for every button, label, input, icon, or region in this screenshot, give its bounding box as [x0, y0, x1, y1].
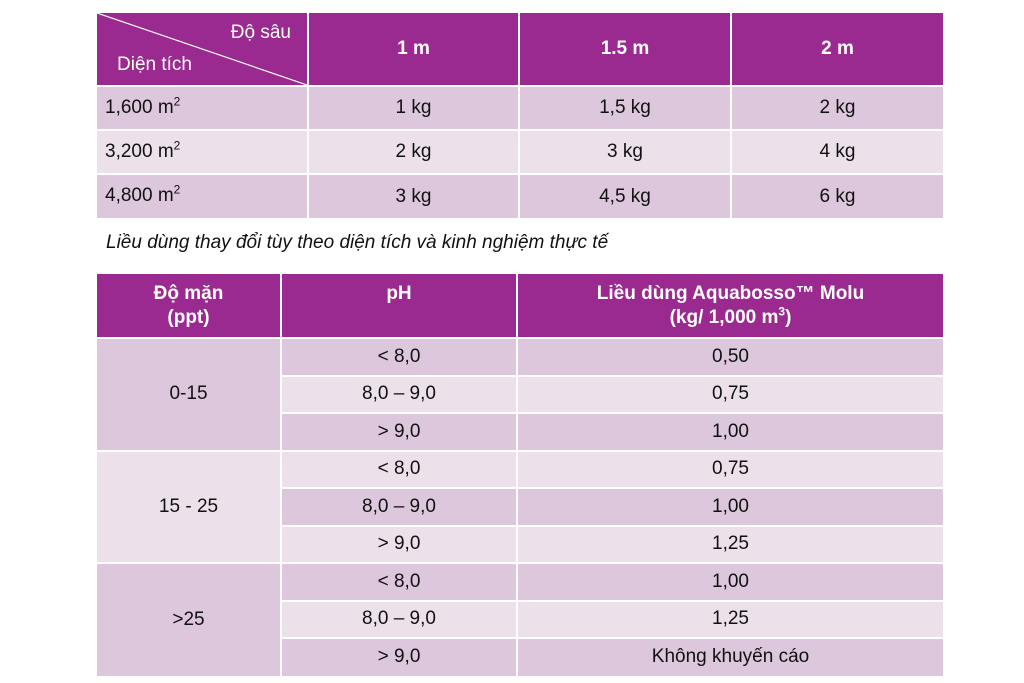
dose-cell: 3 kg — [307, 173, 519, 218]
dose-cell: 1 kg — [307, 85, 519, 130]
dose-cell: 1,00 — [516, 562, 943, 601]
table-row: 3,200 m2 2 kg 3 kg 4 kg — [97, 129, 943, 174]
table-row: 8,0 – 9,0 1,25 — [97, 599, 943, 638]
dose-cell: 1,5 kg — [518, 85, 731, 130]
ph-cell: 8,0 – 9,0 — [280, 487, 517, 526]
dose-header-line2: (kg/ 1,000 m — [669, 306, 779, 328]
dose-cell: 1,00 — [516, 412, 943, 451]
area-cell: 1,600 m2 — [97, 85, 308, 130]
area-value: 4,800 — [105, 185, 153, 206]
dose-cell: 3 kg — [518, 129, 731, 174]
area-header: Diện tích — [117, 54, 192, 75]
diagonal-header-cell: Độ sâu Diện tích — [97, 13, 308, 86]
dosage-note: Liều dùng thay đổi tùy theo diện tích và… — [106, 232, 609, 253]
area-unit: m — [157, 185, 174, 206]
salinity-header-line2: (ppt) — [167, 306, 210, 328]
dose-cell: 0,50 — [516, 337, 943, 376]
dose-cell: 1,25 — [516, 524, 943, 563]
ph-cell: 8,0 – 9,0 — [280, 374, 517, 413]
ph-cell: 8,0 – 9,0 — [280, 599, 517, 638]
table-row: 15 - 25 < 8,0 0,75 — [97, 449, 943, 563]
dose-cell: Không khuyến cáo — [516, 637, 943, 676]
depth-column-header: 2 m — [730, 13, 943, 86]
table-row: > 9,0 1,00 — [97, 412, 943, 451]
area-cell: 4,800 m2 — [97, 173, 308, 218]
area-unit: m — [157, 97, 174, 118]
depth-column-header: 1.5 m — [518, 13, 731, 86]
diagonal-line — [97, 13, 307, 85]
ph-header: pH — [280, 274, 517, 338]
dose-cell: 2 kg — [307, 129, 519, 174]
area-unit-exponent: 2 — [173, 94, 181, 109]
salinity-cell: 0-15 — [97, 337, 281, 451]
salinity-header: Độ mặn (ppt) — [97, 274, 281, 338]
dose-header-close: ) — [785, 306, 792, 328]
ph-cell: > 9,0 — [280, 524, 517, 563]
table-row: 1,600 m2 1 kg 1,5 kg 2 kg — [97, 85, 943, 130]
ph-cell: < 8,0 — [280, 337, 517, 376]
dose-header-line1: Liều dùng Aquabosso™ Molu — [596, 282, 865, 304]
dose-cell: 0,75 — [516, 374, 943, 413]
salinity-cell: >25 — [97, 562, 281, 676]
dose-header: Liều dùng Aquabosso™ Molu (kg/ 1,000 m3) — [516, 274, 943, 338]
dose-cell: 1,00 — [516, 487, 943, 526]
ph-cell: < 8,0 — [280, 449, 517, 488]
table-row: 8,0 – 9,0 1,00 — [97, 487, 943, 526]
area-value: 3,200 — [105, 141, 153, 162]
dose-cell: 2 kg — [730, 85, 943, 130]
area-value: 1,600 — [105, 97, 153, 118]
table1-header-row: Độ sâu Diện tích 1 m 1.5 m 2 m — [97, 13, 943, 86]
ph-cell: > 9,0 — [280, 637, 517, 676]
table-row: 8,0 – 9,0 0,75 — [97, 374, 943, 413]
dose-cell: 0,75 — [516, 449, 943, 488]
ph-cell: > 9,0 — [280, 412, 517, 451]
salinity-header-line1: Độ mặn — [153, 282, 224, 304]
depth-header: Độ sâu — [230, 22, 291, 43]
depth-column-header: 1 m — [307, 13, 519, 86]
table-row: >25 < 8,0 1,00 — [97, 562, 943, 676]
area-unit: m — [157, 141, 174, 162]
dosage-by-salinity-ph-table: Độ mặn (ppt) pH Liều dùng Aquabosso™ Mol… — [97, 274, 943, 676]
dose-cell: 1,25 — [516, 599, 943, 638]
salinity-cell: 15 - 25 — [97, 449, 281, 563]
table-row: 4,800 m2 3 kg 4,5 kg 6 kg — [97, 173, 943, 218]
area-cell: 3,200 m2 — [97, 129, 308, 174]
ph-cell: < 8,0 — [280, 562, 517, 601]
dose-cell: 4 kg — [730, 129, 943, 174]
table-row: > 9,0 Không khuyến cáo — [97, 637, 943, 676]
dosage-by-area-table: Độ sâu Diện tích 1 m 1.5 m 2 m 1,600 m2 … — [97, 13, 943, 218]
dose-header-exponent: 3 — [778, 304, 786, 319]
table-row: > 9,0 1,25 — [97, 524, 943, 563]
area-unit-exponent: 2 — [173, 182, 181, 197]
table2-header-row: Độ mặn (ppt) pH Liều dùng Aquabosso™ Mol… — [97, 274, 943, 338]
dose-cell: 6 kg — [730, 173, 943, 218]
area-unit-exponent: 2 — [173, 138, 181, 153]
table-row: 0-15 < 8,0 0,50 — [97, 337, 943, 451]
dose-cell: 4,5 kg — [518, 173, 731, 218]
